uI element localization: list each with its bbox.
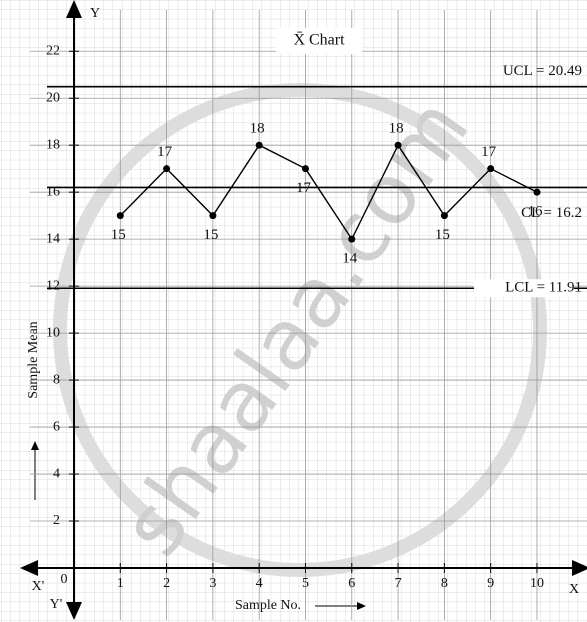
x-tick-label: 4 [256, 576, 263, 591]
data-label: 15 [435, 227, 450, 243]
data-label: 17 [157, 144, 173, 160]
axis-name: Y' [50, 597, 63, 612]
control-line-label: UCL = 20.49 [503, 63, 582, 79]
data-label: 17 [296, 180, 312, 196]
x-tick-label: 6 [348, 576, 355, 591]
x-tick-label: 1 [117, 576, 124, 591]
origin-label: 0 [61, 572, 68, 587]
control-line-label: LCL = 11.91 [505, 280, 582, 296]
x-tick-label: 3 [209, 576, 216, 591]
data-label: 16 [527, 204, 543, 220]
x-tick-label: 5 [302, 576, 309, 591]
x-tick-label: 7 [395, 576, 402, 591]
axis-name: Y [90, 6, 100, 21]
axis-name: X' [32, 579, 45, 594]
data-label: 17 [481, 144, 497, 160]
point [116, 212, 124, 220]
y-tick-label: 12 [46, 278, 60, 293]
data-label: 14 [342, 251, 358, 267]
x-axis-label: Sample No. [235, 598, 301, 613]
y-tick-label: 14 [46, 231, 60, 246]
point [348, 235, 356, 243]
y-tick-label: 22 [46, 43, 60, 58]
data-label: 18 [389, 121, 404, 137]
point [533, 188, 541, 196]
y-tick-label: 6 [53, 419, 60, 434]
y-tick-label: 8 [53, 372, 60, 387]
series-line [119, 143, 538, 241]
y-tick-label: 2 [53, 513, 60, 528]
label-bg [474, 279, 574, 298]
y-tick-label: 4 [53, 466, 60, 481]
y-tick-label: 16 [46, 184, 60, 199]
y-tick-label: 20 [46, 90, 60, 105]
point [209, 212, 217, 220]
axis-name: X [569, 582, 579, 597]
chart-title: X̄ Chart [293, 32, 345, 49]
point [440, 212, 448, 220]
point [255, 141, 263, 149]
title-box [276, 28, 362, 54]
x-tick-label: 9 [487, 576, 494, 591]
data-label: 15 [203, 227, 218, 243]
y-tick-label: 10 [46, 325, 60, 340]
point [487, 165, 495, 173]
y-axis-label: Sample Mean [26, 321, 41, 398]
x-tick-label: 10 [530, 576, 544, 591]
x-tick-label: 8 [441, 576, 448, 591]
point [163, 165, 171, 173]
x-tick-label: 2 [163, 576, 170, 591]
data-label: 18 [250, 121, 265, 137]
data-label: 15 [111, 227, 126, 243]
control-line-label: CL = 16.2 [521, 205, 582, 221]
point [394, 141, 402, 149]
point [301, 165, 309, 173]
y-tick-label: 18 [46, 137, 60, 152]
